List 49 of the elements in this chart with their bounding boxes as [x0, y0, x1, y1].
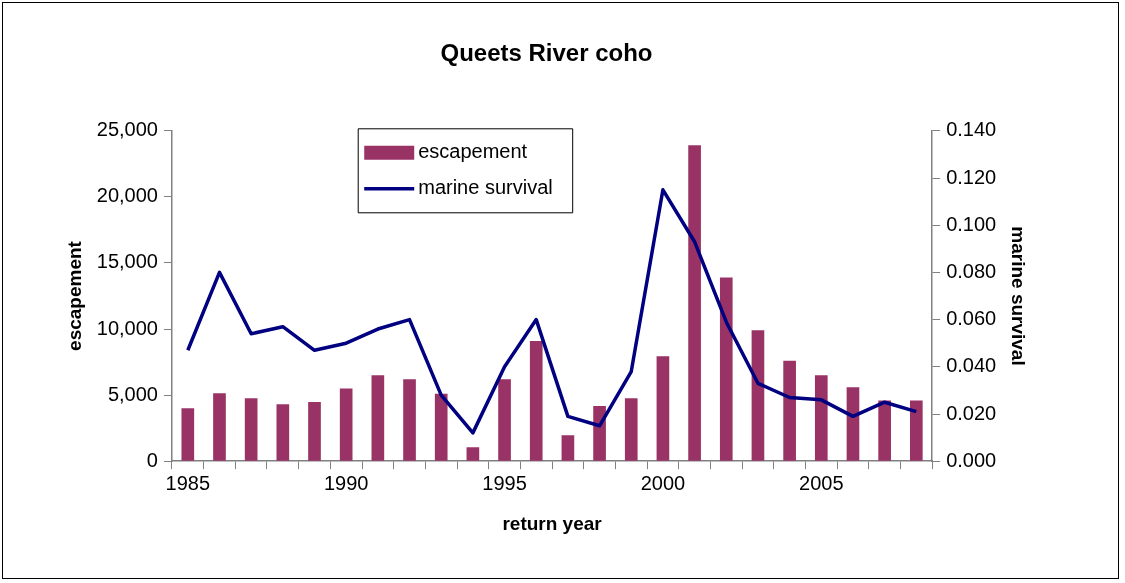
- x-tick-label: 2000: [640, 471, 686, 494]
- bar: [276, 404, 290, 461]
- y2-tick-label: 0.000: [946, 448, 997, 471]
- bar: [498, 379, 511, 461]
- y-tick-label: 20,000: [96, 184, 158, 207]
- y-tick-label: 25,000: [96, 118, 158, 141]
- y-tick-label: 15,000: [96, 250, 158, 273]
- x-tick-label: 1995: [482, 471, 527, 494]
- bar: [846, 387, 860, 461]
- y-tick-label: 10,000: [96, 316, 158, 339]
- bar: [751, 330, 765, 461]
- y2-tick-label: 0.100: [946, 212, 997, 235]
- y2-tick-label: 0.080: [946, 259, 997, 282]
- bar: [403, 379, 416, 461]
- y2-axis-title: marine survival: [1008, 226, 1030, 366]
- x-tick-label: 1990: [323, 471, 369, 494]
- bar: [593, 406, 606, 461]
- bar: [909, 400, 923, 461]
- y2-tick-label: 0.120: [946, 165, 997, 188]
- y2-tick-label: 0.060: [946, 307, 997, 330]
- y-tick-label: 5,000: [107, 382, 158, 405]
- x-tick-label: 2005: [799, 471, 844, 494]
- bar: [371, 375, 385, 461]
- bar: [814, 375, 828, 461]
- bar: [878, 400, 891, 461]
- x-tick-label: 1985: [165, 471, 211, 494]
- legend-label: marine survival: [418, 176, 553, 199]
- x-axis-title: return year: [502, 512, 603, 534]
- chart-title: Queets River coho: [440, 39, 653, 67]
- bar: [181, 408, 195, 461]
- bar: [624, 398, 638, 461]
- bar: [529, 340, 543, 461]
- y-axis-title: escapement: [63, 240, 85, 351]
- bar: [688, 145, 701, 461]
- bar: [213, 393, 226, 461]
- bar: [339, 388, 353, 461]
- bar: [308, 402, 321, 461]
- bar: [783, 360, 796, 461]
- bar: [466, 447, 480, 461]
- bar: [434, 393, 448, 461]
- y2-tick-label: 0.140: [946, 118, 997, 141]
- y2-tick-label: 0.020: [946, 401, 997, 424]
- bar: [656, 356, 670, 461]
- bar: [719, 277, 733, 461]
- bar: [561, 435, 575, 461]
- bar: [244, 398, 258, 461]
- y-tick-label: 0: [146, 448, 158, 471]
- legend-label: escapement: [418, 140, 528, 163]
- y2-tick-label: 0.040: [946, 354, 997, 377]
